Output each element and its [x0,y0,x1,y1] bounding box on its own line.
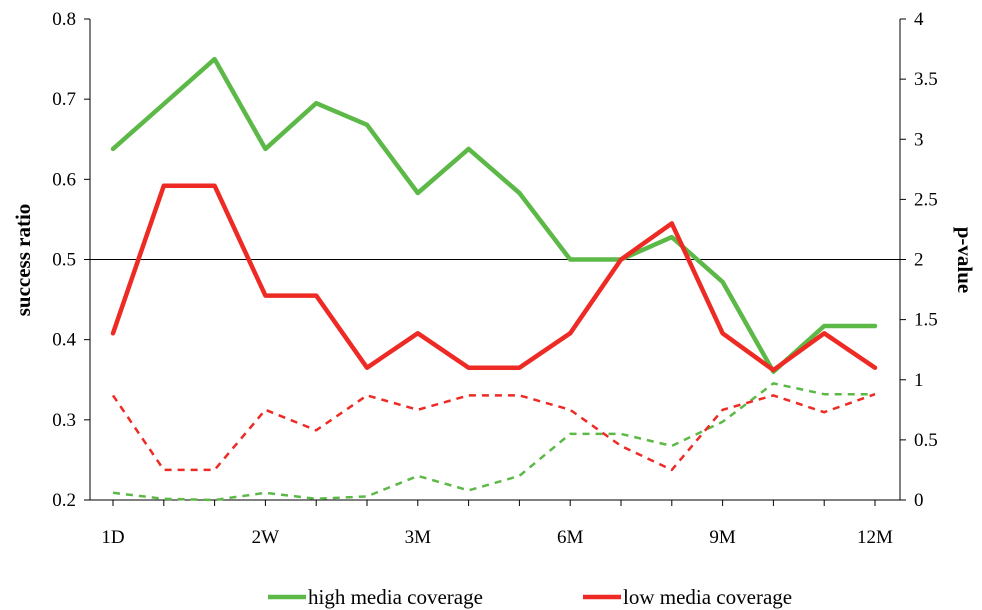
y2-axis-title: p-value [953,227,977,294]
y-tick-label: 0.6 [52,169,76,190]
x-tick-label: 6M [557,527,584,548]
legend-label: high media coverage [308,585,483,609]
x-tick-label: 1D [101,527,124,548]
axes-layer: 0.2 0.3 0.4 0.5 0.6 0.7 0.8 0 0.5 1 1.5 2 2.5 3 3.5 4 1D… [52,9,938,548]
y-axis-title: success ratio [11,204,35,317]
x-tick-label: 2W [252,527,280,548]
y2-tick-label: 0.5 [914,430,938,451]
series-line-right-dashed-2 [112,382,875,502]
y2-tick-label: 3 [914,129,924,150]
y2-tick-label: 2 [914,250,924,271]
y-tick-label: 0.2 [52,490,76,511]
series-line-low-media-coverage [110,183,878,373]
y-tick-label: 0.3 [52,410,76,431]
y2-tick-label: 2.5 [914,189,938,210]
y-tick-label: 0.8 [52,9,76,30]
y-tick-label: 0.7 [52,89,76,110]
y-tick-label: 0.5 [52,250,76,271]
y2-tick-label: 0 [914,490,924,511]
x-tick-label: 3M [405,527,432,548]
y2-tick-label: 1.5 [914,310,938,331]
y2-tick-label: 4 [914,9,924,30]
x-tick-label: 12M [857,527,893,548]
y2-tick-label: 1 [914,370,924,391]
series-line-right-dashed-3 [111,393,876,472]
series-layer [110,56,878,502]
y2-tick-label: 3.5 [914,69,938,90]
y-tick-label: 0.4 [52,330,76,351]
legend-label: low media coverage [623,585,792,609]
legend: high media coverage low media coverage [268,585,792,609]
x-tick-label: 9M [709,527,736,548]
series-line-high-media-coverage [110,56,878,374]
